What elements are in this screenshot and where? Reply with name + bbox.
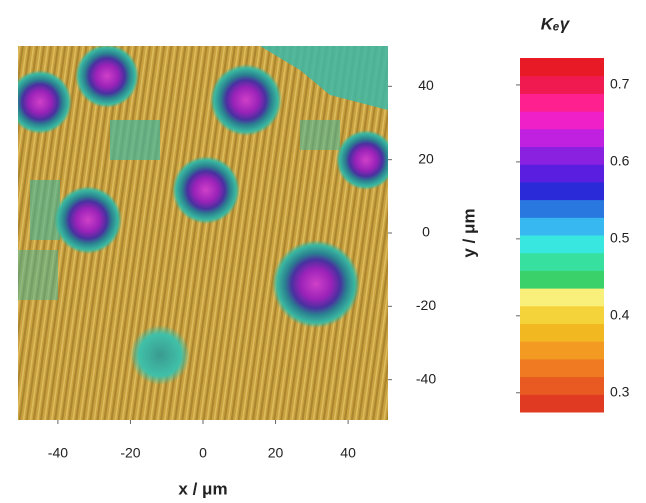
y-axis-label: y / μm [459, 208, 478, 257]
colorbar-level [520, 217, 604, 235]
colorbar-tick-label: 0.7 [610, 76, 630, 92]
x-axis-label: x / μm [178, 479, 227, 498]
colorbar-tick-label: 0.5 [610, 230, 630, 246]
colorbar-level [520, 253, 604, 271]
colorbar-level [520, 324, 604, 342]
y-tick-label: 40 [418, 77, 434, 93]
colorbar-tick-label: 0.3 [610, 383, 630, 399]
colorbar-level [520, 76, 604, 94]
colorbar-level [520, 377, 604, 395]
colorbar-label: Kₑγ [541, 14, 571, 33]
colorbar-level [520, 394, 604, 412]
x-tick-label: -40 [48, 445, 68, 461]
colorbar-level [520, 164, 604, 182]
colorbar-tick-label: 0.4 [610, 307, 630, 323]
y-tick-label: -40 [416, 370, 436, 386]
colorbar-level [520, 270, 604, 288]
y-tick-label: 0 [422, 224, 430, 240]
y-tick-label: -20 [416, 297, 436, 313]
colorbar-level [520, 288, 604, 306]
colorbar-level [520, 235, 604, 253]
page: Kₑγ x / μm y / μm -40 -20 0 20 40 -40 -20 0 20 40… [0, 0, 646, 503]
y-tick-label: 20 [418, 150, 434, 166]
map [8, 44, 396, 420]
colorbar-level [520, 58, 604, 76]
colorbar-level [520, 111, 604, 129]
colorbar-level [520, 93, 604, 111]
colorbar-level [520, 306, 604, 324]
chart: Kₑγ x / μm y / μm -40 -20 0 20 40 -40 -20 0 20 40… [0, 0, 646, 503]
colorbar-level [520, 359, 604, 377]
x-tick-label: 40 [340, 445, 356, 461]
colorbar-level [520, 200, 604, 218]
colorbar-level [520, 182, 604, 200]
x-tick-label: 20 [268, 445, 284, 461]
x-tick-label: -20 [120, 445, 140, 461]
colorbar-level [520, 147, 604, 165]
colorbar-level [520, 129, 604, 147]
colorbar-tick-label: 0.6 [610, 153, 630, 169]
x-tick-label: 0 [199, 445, 207, 461]
colorbar-level [520, 341, 604, 359]
